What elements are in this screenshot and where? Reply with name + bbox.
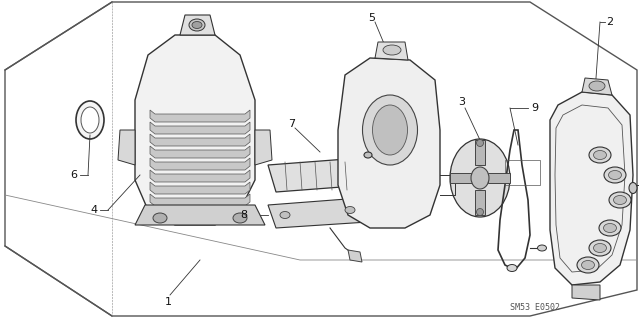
Polygon shape [348, 250, 362, 262]
Ellipse shape [364, 152, 372, 158]
Ellipse shape [153, 213, 167, 223]
Polygon shape [572, 285, 600, 300]
Ellipse shape [450, 139, 510, 217]
Ellipse shape [280, 211, 290, 219]
Polygon shape [475, 190, 485, 215]
Ellipse shape [477, 139, 483, 146]
Polygon shape [150, 134, 250, 146]
Text: 4: 4 [90, 205, 97, 215]
Polygon shape [150, 194, 250, 206]
Ellipse shape [599, 220, 621, 236]
Polygon shape [550, 92, 633, 285]
Polygon shape [150, 146, 250, 158]
Ellipse shape [233, 213, 247, 223]
Ellipse shape [383, 45, 401, 55]
Polygon shape [338, 58, 440, 228]
Ellipse shape [192, 21, 202, 28]
Polygon shape [475, 140, 485, 165]
Text: 2: 2 [607, 17, 614, 27]
Polygon shape [150, 158, 250, 170]
Polygon shape [268, 198, 368, 228]
Ellipse shape [189, 19, 205, 31]
Text: 6: 6 [70, 170, 77, 180]
Ellipse shape [471, 167, 489, 189]
Text: 5: 5 [369, 13, 376, 23]
Ellipse shape [629, 182, 637, 194]
Text: 7: 7 [289, 119, 296, 129]
Polygon shape [450, 173, 472, 183]
Polygon shape [582, 78, 612, 95]
Text: 9: 9 [531, 103, 539, 113]
Polygon shape [150, 170, 250, 182]
Text: 3: 3 [458, 97, 465, 107]
Polygon shape [255, 130, 272, 165]
Ellipse shape [477, 209, 483, 216]
Ellipse shape [582, 261, 595, 270]
Polygon shape [150, 182, 250, 194]
Ellipse shape [609, 192, 631, 208]
Ellipse shape [589, 240, 611, 256]
Polygon shape [375, 42, 408, 60]
Text: SM53 E0502: SM53 E0502 [510, 303, 560, 313]
Ellipse shape [614, 196, 627, 204]
Polygon shape [268, 158, 368, 192]
Polygon shape [135, 205, 265, 225]
Ellipse shape [593, 151, 607, 160]
Polygon shape [118, 130, 135, 165]
Ellipse shape [604, 224, 616, 233]
Ellipse shape [345, 206, 355, 213]
Text: 8: 8 [241, 210, 248, 220]
Ellipse shape [76, 101, 104, 139]
Polygon shape [488, 173, 510, 183]
Text: 1: 1 [164, 297, 172, 307]
Ellipse shape [577, 257, 599, 273]
Polygon shape [150, 110, 250, 122]
Ellipse shape [609, 170, 621, 180]
Ellipse shape [604, 167, 626, 183]
Ellipse shape [538, 245, 547, 251]
Ellipse shape [589, 147, 611, 163]
Polygon shape [180, 15, 215, 35]
Ellipse shape [81, 107, 99, 133]
Polygon shape [150, 122, 250, 134]
Ellipse shape [372, 105, 408, 155]
Ellipse shape [589, 81, 605, 91]
Polygon shape [135, 35, 255, 225]
Ellipse shape [507, 264, 517, 271]
Ellipse shape [362, 95, 417, 165]
Ellipse shape [593, 243, 607, 253]
